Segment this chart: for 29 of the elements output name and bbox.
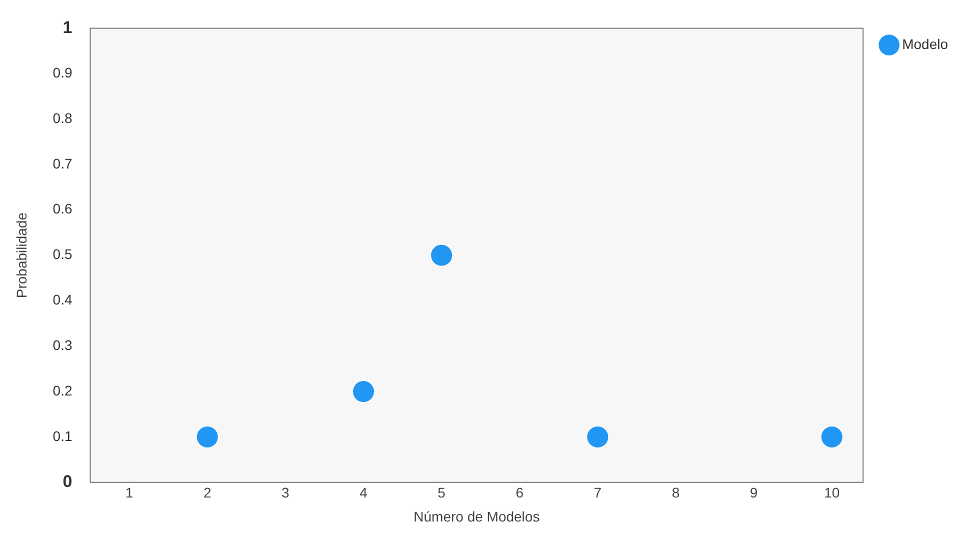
y-tick-label: 0.9 xyxy=(52,64,72,80)
x-tick-label: 4 xyxy=(360,484,368,501)
y-tick-label: 0.3 xyxy=(52,337,72,353)
point xyxy=(352,381,374,402)
x-tick-label: 9 xyxy=(750,484,758,501)
x-axis-title: Número de Modelos xyxy=(414,508,540,524)
x-tick-label: 1 xyxy=(125,484,134,501)
point xyxy=(196,426,218,448)
point xyxy=(587,426,608,448)
y-tick-label: 0.2 xyxy=(52,382,72,398)
y-axis-title: Probabilidade xyxy=(13,212,30,298)
x-tick-label: 3 xyxy=(282,484,290,501)
x-tick-label: 8 xyxy=(672,484,680,501)
y-tick-label: 0.7 xyxy=(52,155,72,172)
point xyxy=(821,426,842,448)
y-tick-label: 0 xyxy=(62,472,72,492)
y-tick-label: 0.8 xyxy=(52,110,72,126)
y-tick-label: 0.4 xyxy=(52,292,72,308)
x-tick-label: 7 xyxy=(594,484,602,501)
y-tick-label: 0.1 xyxy=(52,428,72,444)
y-tick-label: 1 xyxy=(62,18,72,37)
x-tick-label: 6 xyxy=(516,484,524,501)
x-tick-label: 10 xyxy=(824,484,840,501)
x-tick-label: 5 xyxy=(438,484,446,501)
y-tick-label: 0.6 xyxy=(52,200,72,217)
legend-label: Modelo xyxy=(902,36,948,52)
y-tick-label: 0.5 xyxy=(52,246,72,262)
point xyxy=(431,244,452,266)
x-tick-label: 2 xyxy=(203,484,212,501)
